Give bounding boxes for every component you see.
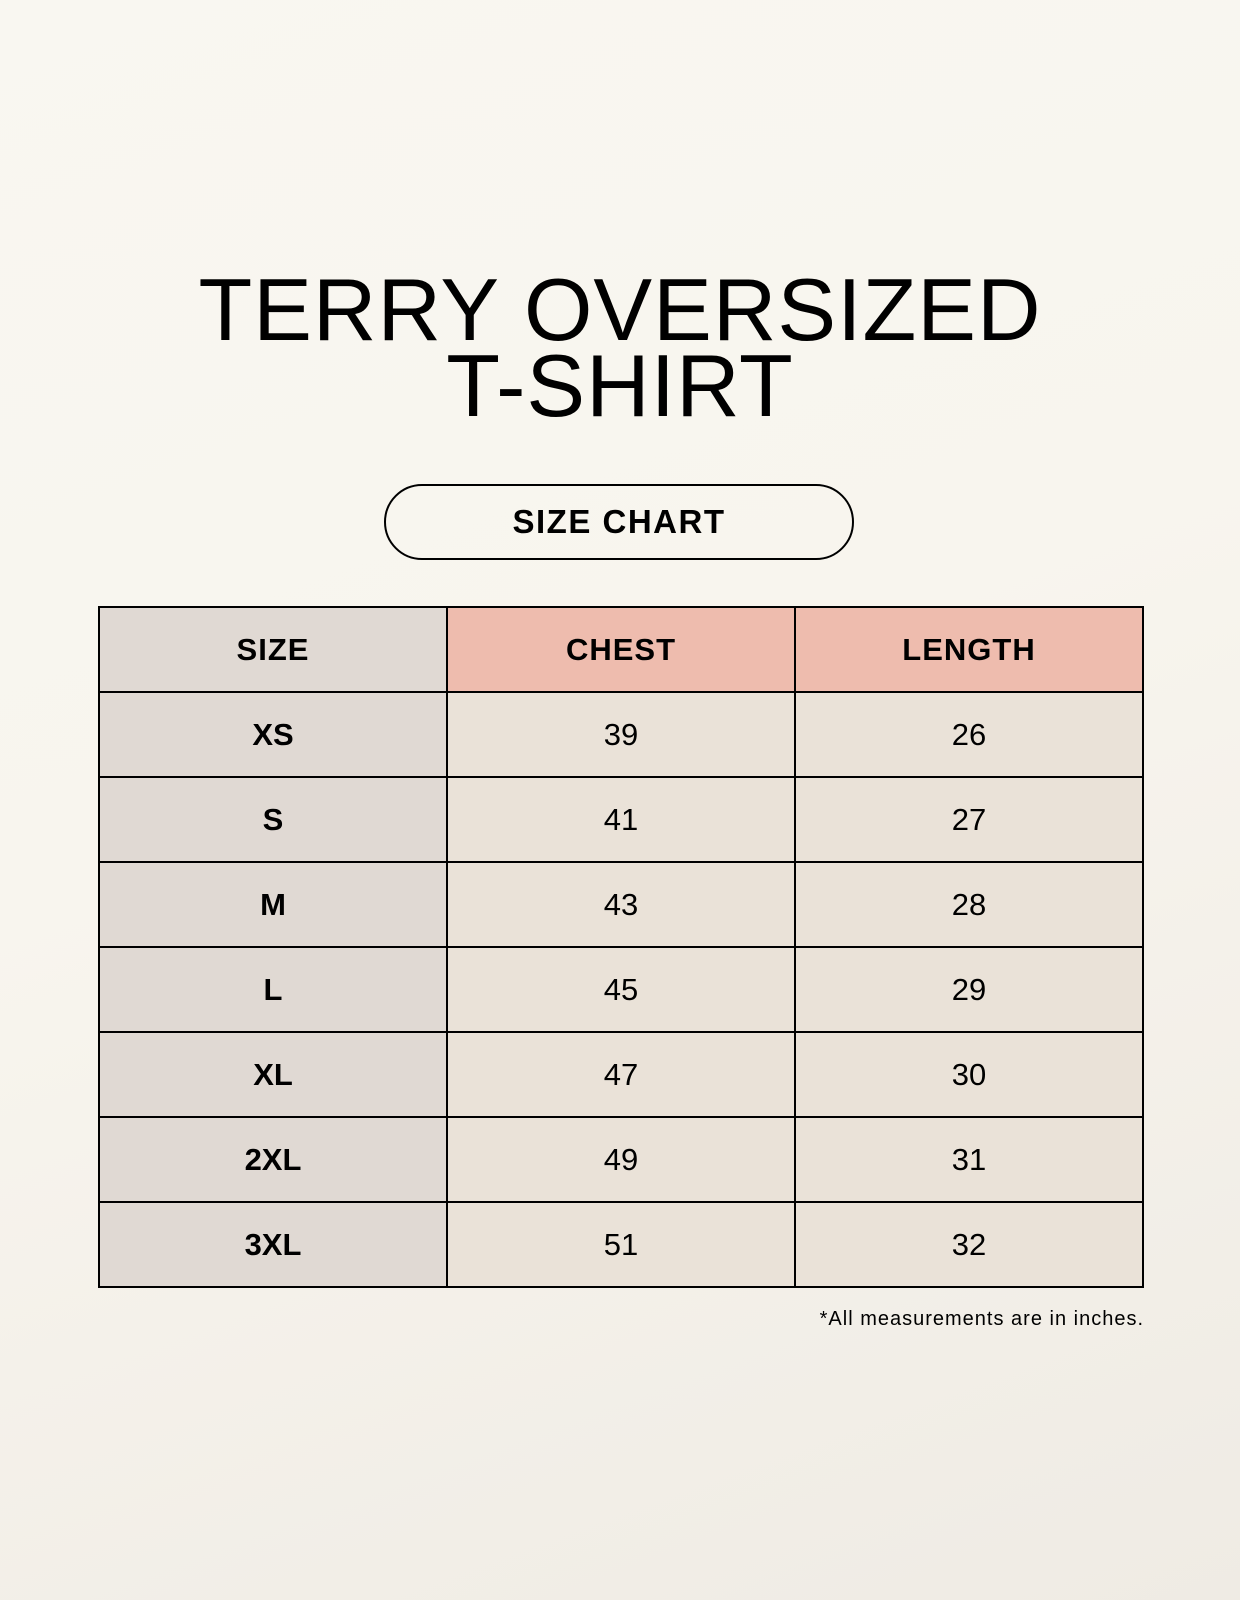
size-table: SIZE CHEST LENGTH XS 39 26 S 41 27 M 43 28 L 45 29 X…	[98, 606, 1144, 1288]
cell-size: M	[98, 861, 448, 948]
table-row: 3XL 51 32	[98, 1201, 1144, 1288]
table-row: XS 39 26	[98, 691, 1144, 778]
title-line-1: TERRY OVERSIZED	[198, 260, 1042, 359]
cell-size: 2XL	[98, 1116, 448, 1203]
table-row: M 43 28	[98, 861, 1144, 948]
table-row: 2XL 49 31	[98, 1116, 1144, 1203]
header-size: SIZE	[98, 606, 448, 693]
cell-size: S	[98, 776, 448, 863]
cell-length: 30	[794, 1031, 1144, 1118]
cell-length: 31	[794, 1116, 1144, 1203]
footnote: *All measurements are in inches.	[819, 1308, 1144, 1330]
cell-size: XL	[98, 1031, 448, 1118]
cell-chest: 39	[446, 691, 796, 778]
cell-chest: 49	[446, 1116, 796, 1203]
cell-chest: 43	[446, 861, 796, 948]
cell-chest: 47	[446, 1031, 796, 1118]
cell-length: 28	[794, 861, 1144, 948]
header-length: LENGTH	[794, 606, 1144, 693]
table-row: S 41 27	[98, 776, 1144, 863]
header-chest: CHEST	[446, 606, 796, 693]
cell-size: XS	[98, 691, 448, 778]
cell-length: 29	[794, 946, 1144, 1033]
page-title: TERRY OVERSIZED T-SHIRT	[0, 260, 1240, 435]
cell-size: 3XL	[98, 1201, 448, 1288]
cell-chest: 45	[446, 946, 796, 1033]
table-header-row: SIZE CHEST LENGTH	[98, 606, 1144, 693]
cell-chest: 51	[446, 1201, 796, 1288]
size-chart-label: SIZE CHART	[384, 484, 854, 560]
title-line-2: T-SHIRT	[446, 336, 794, 435]
table-row: XL 47 30	[98, 1031, 1144, 1118]
cell-length: 27	[794, 776, 1144, 863]
cell-size: L	[98, 946, 448, 1033]
table-row: L 45 29	[98, 946, 1144, 1033]
cell-chest: 41	[446, 776, 796, 863]
cell-length: 26	[794, 691, 1144, 778]
cell-length: 32	[794, 1201, 1144, 1288]
